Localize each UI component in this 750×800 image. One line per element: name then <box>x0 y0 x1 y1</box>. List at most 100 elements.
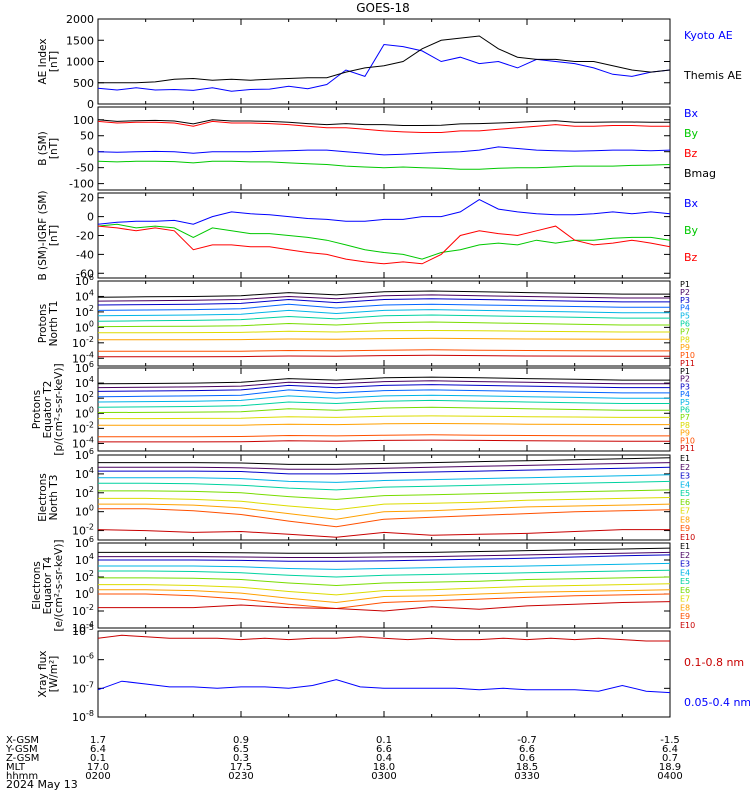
y-tick-label: 10-2 <box>72 603 94 618</box>
legend-entry: E4 <box>680 480 690 489</box>
series-line-p11 <box>98 439 670 443</box>
series-line-p10 <box>98 434 670 438</box>
legend-entry: P2 <box>680 288 690 297</box>
series-line-0-1-0-8-nm <box>97 634 670 642</box>
y-axis-label: [nT] <box>48 138 60 159</box>
legend-entry: P1 <box>680 280 690 289</box>
legend-entry: P2 <box>680 375 690 384</box>
legend-entry: Bmag <box>684 167 716 180</box>
series-line-bx <box>97 146 671 156</box>
footer-value: -0.7 <box>517 735 537 746</box>
y-tick-label: 10-4 <box>72 350 94 365</box>
y-tick-label: 100 <box>75 405 94 420</box>
legend-entry: E5 <box>680 489 690 498</box>
legend-entry: P3 <box>680 296 690 305</box>
legend-entry: E3 <box>680 560 690 569</box>
y-tick-label: 50 <box>80 130 94 143</box>
panel-frame <box>97 192 671 279</box>
y-tick-label: 10-6 <box>72 652 94 667</box>
series-line-p3 <box>97 384 670 392</box>
series-line-p5 <box>97 394 670 403</box>
footer-value: 0300 <box>371 771 396 782</box>
y-tick-label: 10-2 <box>72 420 94 435</box>
footer-value: 0.4 <box>376 753 392 764</box>
series-line-by <box>97 160 671 170</box>
legend-entry: By <box>684 127 699 140</box>
footer-value: -1.5 <box>660 735 680 746</box>
series-line-by <box>97 223 671 260</box>
legend-entry: E2 <box>680 463 690 472</box>
legend-entry: Bz <box>684 147 698 160</box>
y-axis-label: North T3 <box>48 475 60 521</box>
series-line-p7 <box>97 321 670 328</box>
footer-value: 17.5 <box>230 762 252 773</box>
y-tick-label: 0 <box>87 98 94 111</box>
footer-value: 6.5 <box>233 744 249 755</box>
legend-entry: E6 <box>680 498 690 507</box>
y-tick-label: 102 <box>75 304 94 319</box>
footer-date: 2024 May 13 <box>6 778 78 791</box>
legend-entry: P1 <box>680 367 690 376</box>
series-line-p9 <box>98 422 670 426</box>
y-tick-label: 100 <box>73 114 94 127</box>
legend-entry: P7 <box>680 413 690 422</box>
series-line-e6 <box>98 576 671 587</box>
footer-table: 2024 May 13 X-GSM 1.7 0.9 0.1 -0.7 -1.5 Y-GSM 6… <box>5 735 683 791</box>
series-line-e7 <box>98 583 671 596</box>
footer-row-label: X-GSM <box>6 735 39 746</box>
legend-entry: Bx <box>684 107 699 120</box>
y-tick-label: 0 <box>87 146 94 159</box>
series-line-p11 <box>98 354 670 358</box>
y-tick-label: -50 <box>76 162 94 175</box>
footer-row-label: Z-GSM <box>6 753 39 764</box>
series-line-e1 <box>98 547 671 554</box>
y-tick-label: 104 <box>75 466 94 481</box>
y-tick-label: -40 <box>76 248 94 261</box>
footer-value: 0230 <box>228 771 253 782</box>
y-tick-label: 106 <box>75 447 94 462</box>
series-line-e3 <box>98 466 671 475</box>
legend-entry: 0.1-0.8 nm <box>684 656 744 669</box>
legend-entry: E2 <box>680 551 690 560</box>
y-axis-label: AE Index <box>37 38 49 84</box>
footer-value: 1.7 <box>90 735 106 746</box>
series-line-e8 <box>98 503 671 520</box>
series-line-p5 <box>97 309 670 317</box>
series-line-e6 <box>98 489 671 500</box>
legend-entry: Kyoto AE <box>684 29 733 42</box>
footer-value: 6.6 <box>376 744 392 755</box>
legend-entry: P9 <box>680 343 690 352</box>
y-tick-label: 106 <box>75 535 94 550</box>
y-tick-label: 20 <box>80 192 94 205</box>
legend-entry: Bx <box>684 197 699 210</box>
legend-entry: P6 <box>680 320 690 329</box>
legend-entry: E4 <box>680 568 690 577</box>
legend-entry: E9 <box>680 612 690 621</box>
legend-entry: P6 <box>680 406 690 415</box>
panel-8: 10-8 10-7 10-6 10-5 Xray flux [W/m²] 0.1-0.8 n… <box>37 623 750 724</box>
y-tick-label: 106 <box>75 360 94 375</box>
series-line-e8 <box>98 589 671 604</box>
panel-2: -100 -50 0 50 100 B (SM) [nT] Bx By Bz Bmag <box>37 106 716 191</box>
y-tick-label: 100 <box>75 586 94 601</box>
legend-entry: P11 <box>680 359 695 368</box>
series-line-0-05-0-4-nm <box>97 679 671 694</box>
legend-entry: P3 <box>680 382 690 391</box>
y-axis-label: Protons <box>37 304 49 343</box>
legend-entry: P8 <box>680 335 690 344</box>
footer-value: 17.0 <box>87 762 109 773</box>
y-tick-label: 10-8 <box>72 709 94 724</box>
legend-entry: Bz <box>684 251 698 264</box>
y-axis-label: B (SM) <box>37 131 49 165</box>
series-line-p6 <box>97 314 670 322</box>
footer-row-label: MLT <box>6 762 26 773</box>
footer-value: 18.5 <box>516 762 538 773</box>
footer-value: 0.9 <box>233 735 249 746</box>
series-line-e3 <box>98 554 671 562</box>
y-tick-label: -60 <box>76 267 94 280</box>
series-line-p1 <box>97 290 670 298</box>
series-line-bmag <box>97 119 670 126</box>
legend-entry: By <box>684 224 699 237</box>
